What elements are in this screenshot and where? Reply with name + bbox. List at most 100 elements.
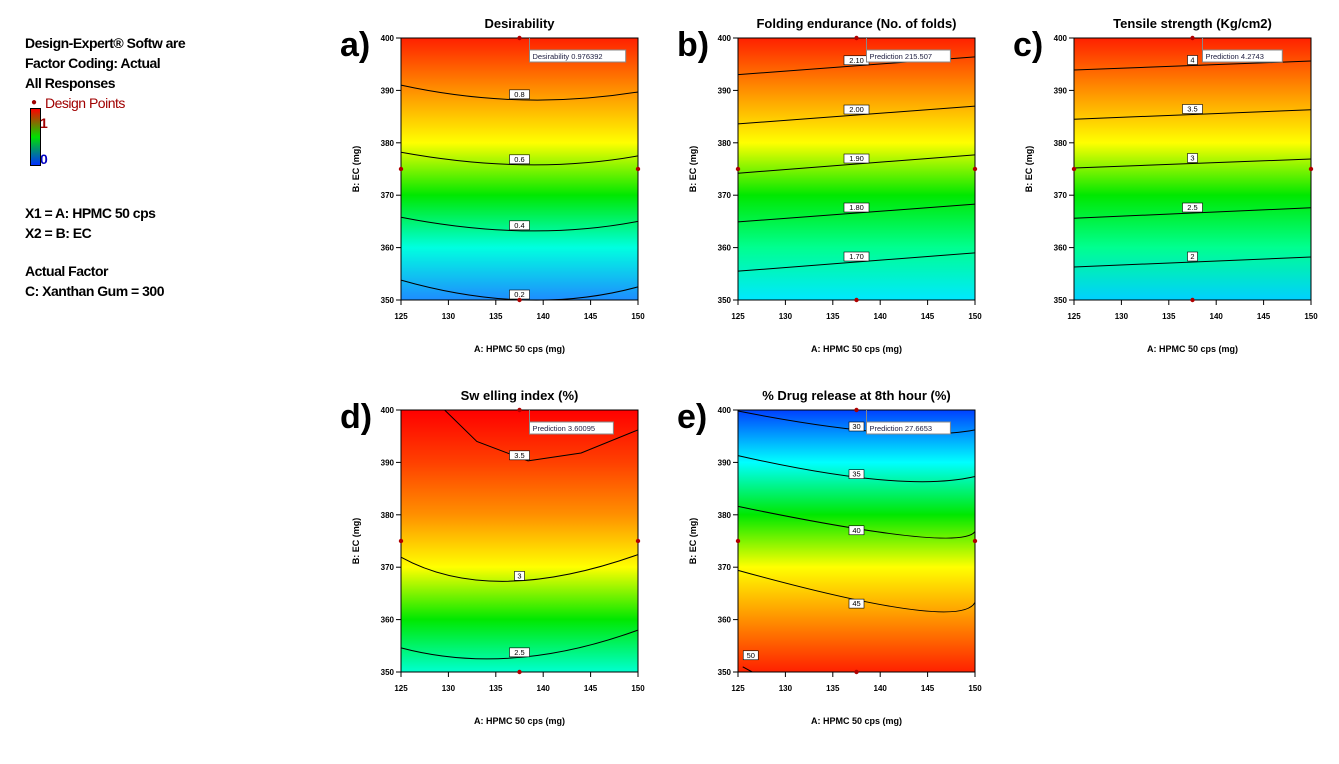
plot-area	[400, 37, 639, 301]
y-tick-label: 360	[381, 616, 395, 625]
x-tick-label: 140	[537, 684, 551, 693]
x-tick-label: 125	[1067, 312, 1081, 321]
x-tick-label: 140	[1210, 312, 1224, 321]
contour-label-box	[843, 153, 870, 164]
contour-line	[400, 629, 639, 660]
x-tick-label: 145	[921, 684, 935, 693]
y-tick-label: 390	[381, 458, 395, 467]
contour-label-box	[843, 104, 870, 115]
y-tick-label: 390	[718, 86, 732, 95]
prediction-box	[529, 49, 627, 63]
legend-actual-factor: Actual Factor	[25, 263, 108, 279]
x-tick-label: 135	[1162, 312, 1176, 321]
design-point	[735, 538, 741, 544]
contour-label: 2.00	[849, 105, 864, 114]
contour-label: 1.70	[849, 252, 864, 261]
y-axis-label: B: EC (mg)	[351, 146, 361, 193]
plot-title: Sw elling index (%)	[461, 388, 579, 403]
contour-label-box	[848, 525, 865, 536]
x-tick-label: 135	[489, 312, 503, 321]
x-tick-label: 140	[874, 312, 888, 321]
x-tick-label: 150	[968, 312, 982, 321]
design-point	[517, 35, 522, 41]
prediction-text: Desirability 0.976392	[533, 52, 603, 61]
x-tick-label: 130	[779, 312, 793, 321]
contour-label: 2	[1190, 252, 1194, 261]
contour-line	[1073, 207, 1312, 219]
contour-label: 3.5	[514, 451, 524, 460]
legend-x2: X2 = B: EC	[25, 225, 92, 241]
y-tick-label: 380	[718, 511, 732, 520]
contour-label-box	[1187, 251, 1198, 262]
y-tick-label: 350	[381, 296, 395, 305]
contour-line	[400, 554, 639, 582]
y-axis-label: B: EC (mg)	[351, 518, 361, 565]
x-axis-label: A: HPMC 50 cps (mg)	[811, 716, 902, 726]
contour-line	[737, 203, 976, 223]
y-tick-label: 390	[718, 458, 732, 467]
color-bar	[30, 108, 41, 166]
plot-area	[737, 409, 976, 673]
contour-label: 50	[747, 651, 755, 660]
contour-label: 3.5	[1187, 105, 1197, 114]
plot-title: % Drug release at 8th hour (%)	[762, 388, 951, 403]
contour-line	[1073, 256, 1312, 268]
contour-label-box	[509, 220, 530, 231]
contour-label-box	[514, 571, 525, 581]
prediction-text: Prediction 27.6653	[870, 424, 933, 433]
design-point	[854, 407, 859, 413]
contour-label: 2.5	[1187, 203, 1197, 212]
contour-label: 1.80	[849, 203, 864, 212]
contour-line	[742, 666, 753, 673]
y-tick-label: 400	[1054, 34, 1068, 43]
contour-plot-a: a) Desirability 125 130 135 140 145 150 350 360 37…	[340, 8, 670, 368]
plot-title: Folding endurance (No. of folds)	[756, 16, 956, 31]
x-tick-label: 125	[731, 684, 745, 693]
x-tick-label: 125	[394, 312, 408, 321]
x-tick-label: 150	[631, 684, 645, 693]
contour-line	[400, 151, 639, 166]
contour-plot-d: d) Sw elling index (%) 125 130 135 140 145 150 3…	[340, 380, 670, 740]
contour-line	[737, 154, 976, 174]
x-tick-label: 130	[779, 684, 793, 693]
x-tick-label: 145	[584, 684, 598, 693]
x-tick-label: 140	[537, 312, 551, 321]
design-point	[854, 297, 859, 303]
legend-x1: X1 = A: HPMC 50 cps	[25, 205, 156, 221]
x-axis-label: A: HPMC 50 cps (mg)	[1147, 344, 1238, 354]
x-tick-label: 150	[1304, 312, 1318, 321]
y-axis-label: B: EC (mg)	[688, 518, 698, 565]
y-axis-label: B: EC (mg)	[688, 146, 698, 193]
contour-label: 2.5	[514, 648, 524, 657]
y-tick-label: 360	[718, 244, 732, 253]
plot-svg: Tensile strength (Kg/cm2) 125 130 135 140 145…	[1024, 16, 1318, 354]
y-tick-label: 380	[718, 139, 732, 148]
x-tick-label: 145	[921, 312, 935, 321]
contour-line	[1073, 158, 1312, 169]
color-scale: 1 0	[25, 113, 185, 173]
x-tick-label: 125	[394, 684, 408, 693]
y-tick-label: 380	[1054, 139, 1068, 148]
design-point	[854, 35, 859, 41]
contour-line	[1073, 109, 1312, 120]
contour-label: 30	[852, 422, 860, 431]
contour-label-box	[509, 154, 530, 165]
legend-software: Design-Expert® Softw are	[25, 35, 186, 51]
contour-line	[1073, 60, 1312, 71]
contour-line	[400, 216, 639, 232]
contour-label: 45	[852, 599, 860, 608]
design-point	[1071, 166, 1077, 172]
x-tick-label: 135	[826, 684, 840, 693]
y-tick-label: 370	[381, 191, 395, 200]
plot-svg: Folding endurance (No. of folds) 125 130 13…	[688, 16, 982, 354]
x-tick-label: 130	[442, 312, 456, 321]
y-tick-label: 370	[718, 191, 732, 200]
prediction-text: Prediction 4.2743	[1206, 52, 1264, 61]
prediction-box	[1202, 49, 1283, 63]
contour-label: 0.4	[514, 221, 524, 230]
contour-label: 3	[1190, 153, 1194, 162]
scale-low: 0	[40, 151, 48, 167]
x-tick-label: 150	[968, 684, 982, 693]
contour-line	[737, 105, 976, 125]
contour-label-box	[843, 251, 870, 262]
